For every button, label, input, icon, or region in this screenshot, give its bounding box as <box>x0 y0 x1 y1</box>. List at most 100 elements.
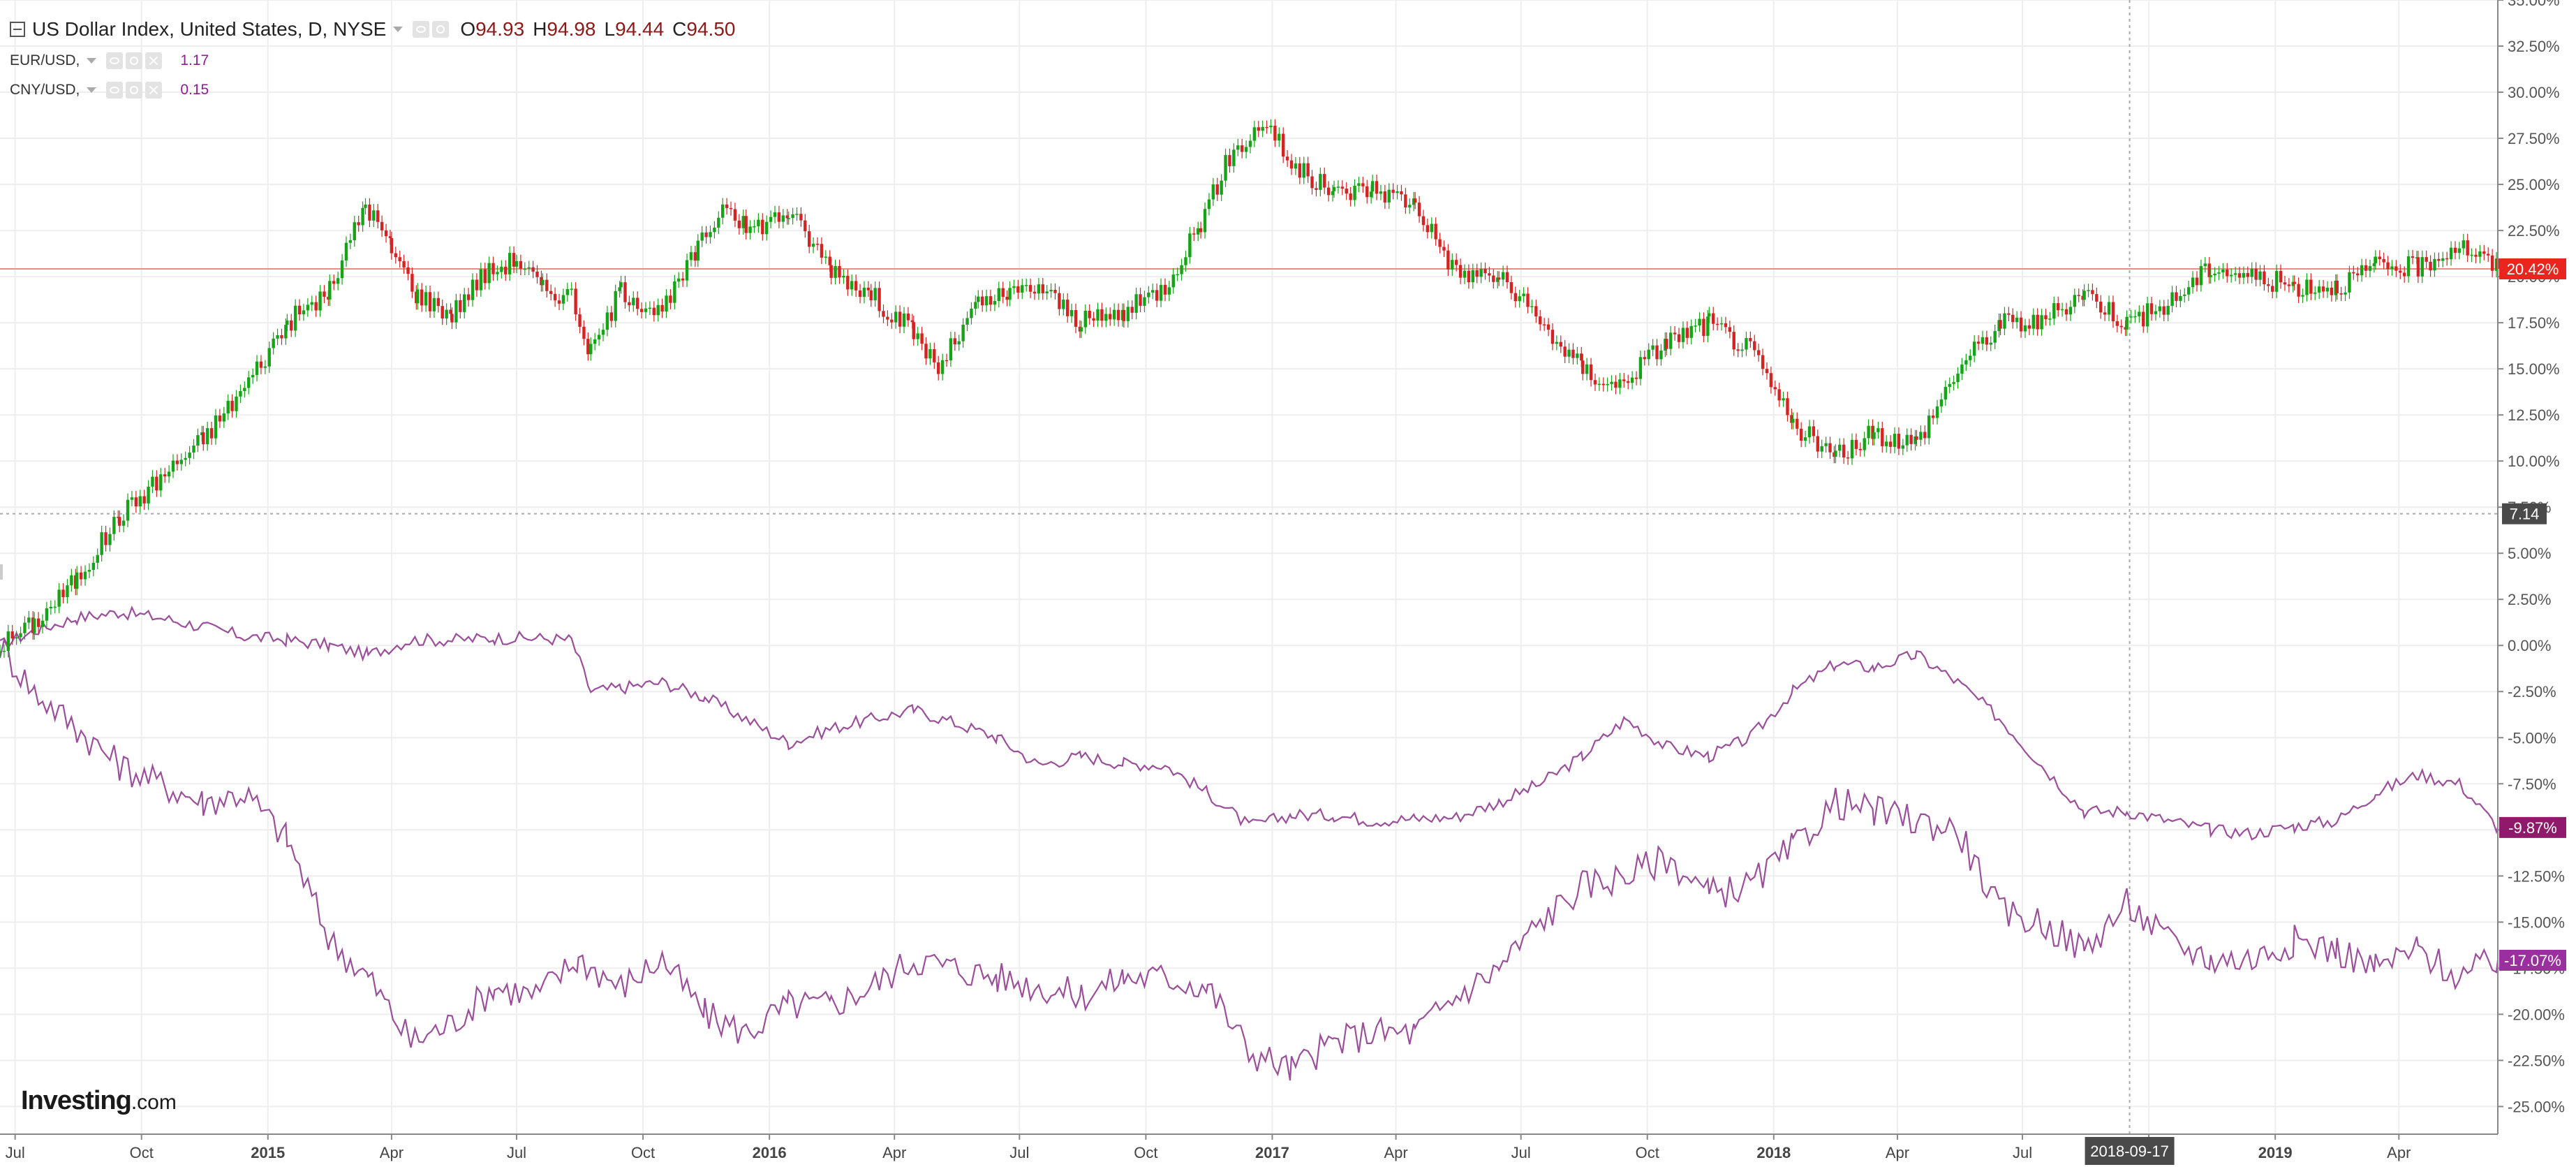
candle-body <box>2352 272 2355 274</box>
candle-body <box>1993 331 1997 343</box>
close-icon[interactable] <box>145 52 163 69</box>
candle-body <box>2111 302 2115 322</box>
close-icon[interactable] <box>145 82 163 98</box>
candle-body <box>2133 316 2137 318</box>
gear-icon[interactable] <box>126 82 143 98</box>
candle-body <box>635 298 639 309</box>
candle-body <box>1749 338 1752 342</box>
candle-body <box>989 296 993 305</box>
chevron-down-icon[interactable] <box>393 27 404 32</box>
candle-body <box>2457 248 2462 254</box>
candle-body <box>1310 176 1314 189</box>
candle-body <box>1897 434 1901 449</box>
candle-body <box>2433 258 2436 271</box>
candle-body <box>251 374 255 378</box>
candle-body <box>2364 265 2368 271</box>
candle-body <box>781 215 785 222</box>
candle-body <box>842 275 845 278</box>
candle-body <box>394 253 398 258</box>
y-tick-label: -22.50% <box>2508 1052 2565 1069</box>
candle-body <box>1816 436 1819 452</box>
gear-icon[interactable] <box>432 21 450 38</box>
high-value: 94.98 <box>547 18 596 40</box>
candle-body <box>1467 270 1471 283</box>
candle-body <box>1939 399 1944 406</box>
candle-body <box>906 313 910 321</box>
candle-body <box>1289 160 1294 169</box>
candle-body <box>36 618 40 627</box>
candle-body <box>2242 272 2246 278</box>
candle-body <box>1618 379 1622 388</box>
candle-body <box>878 288 881 311</box>
x-tick-label: Jul <box>507 1144 526 1161</box>
candle-body <box>108 534 112 545</box>
candle-body <box>2179 295 2182 301</box>
candle-body <box>1673 332 1677 335</box>
eye-icon[interactable] <box>106 82 124 98</box>
candle-body <box>2183 294 2186 296</box>
candle-body <box>1331 191 1335 196</box>
chevron-down-icon[interactable] <box>87 87 97 93</box>
eye-icon[interactable] <box>413 21 430 38</box>
candle-body <box>2019 317 2023 332</box>
collapse-icon[interactable] <box>10 22 25 37</box>
candle-body <box>1989 342 1992 345</box>
candle-body <box>928 348 932 359</box>
candle-body <box>1824 443 1828 446</box>
candle-body <box>2191 277 2195 288</box>
candle-body <box>2399 270 2402 273</box>
candle-body <box>1345 189 1348 194</box>
candle-body <box>1634 377 1638 379</box>
candle-body <box>785 215 789 219</box>
candle-body <box>450 314 454 323</box>
candle-body <box>45 608 49 621</box>
candle-body <box>527 267 531 269</box>
candle-body <box>2470 254 2473 256</box>
eye-icon[interactable] <box>106 52 124 69</box>
candle-body <box>1413 198 1417 203</box>
candle-body <box>977 296 980 302</box>
x-tick-label: Jul <box>1511 1144 1531 1161</box>
candle-body <box>677 278 681 282</box>
candle-body <box>10 631 14 639</box>
candle-body <box>2283 282 2287 285</box>
candle-body <box>531 267 535 272</box>
candle-body <box>1539 316 1542 325</box>
candle-body <box>1058 293 1061 309</box>
candle-body <box>357 222 360 226</box>
candle-body <box>398 257 401 262</box>
candle-body <box>2125 316 2129 330</box>
cnyusd-value-badge-text: -17.07% <box>2504 952 2561 969</box>
chevron-down-icon[interactable] <box>87 58 97 64</box>
candle-body <box>459 300 462 312</box>
candle-body <box>1232 149 1236 166</box>
candle-body <box>1614 381 1618 388</box>
candle-body <box>368 204 371 221</box>
open-label: O <box>460 18 476 40</box>
candle-body <box>764 221 769 235</box>
candle-body <box>1923 432 1927 439</box>
candle-body <box>1391 189 1395 193</box>
candle-body <box>589 344 593 355</box>
candle-body <box>689 252 693 260</box>
candle-body <box>623 282 627 302</box>
candle-body <box>239 390 242 397</box>
pane-resize-handle[interactable] <box>0 564 3 580</box>
candle-body <box>869 290 873 301</box>
candle-body <box>1471 270 1474 283</box>
candle-body <box>1534 306 1538 317</box>
y-tick-label: -2.50% <box>2508 683 2556 700</box>
candle-body <box>1319 174 1322 190</box>
candle-body <box>1400 191 1403 195</box>
gear-icon[interactable] <box>126 52 143 69</box>
candle-body <box>1581 360 1585 374</box>
candle-body <box>1426 225 1430 233</box>
candle-body <box>777 212 781 222</box>
candle-body <box>293 305 297 331</box>
candle-body <box>475 279 479 291</box>
candle-body <box>280 335 283 339</box>
candle-body <box>1901 445 1905 449</box>
candle-body <box>1626 381 1630 383</box>
